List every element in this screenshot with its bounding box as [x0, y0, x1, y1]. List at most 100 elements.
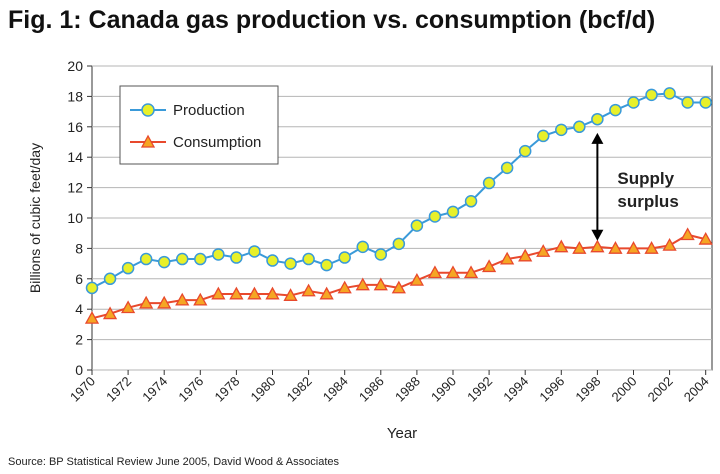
data-point-consumption	[157, 295, 172, 309]
data-point-consumption	[536, 244, 551, 257]
data-point-production	[139, 252, 153, 266]
x-tick-label: 1994	[500, 374, 531, 405]
y-axis-label: Billions of cubic feet/day	[27, 143, 43, 293]
x-tick-label: 1984	[320, 374, 351, 405]
data-point-production	[663, 87, 676, 100]
y-tick-label: 20	[67, 58, 83, 74]
data-point-production	[266, 254, 279, 267]
y-tick-label: 0	[75, 362, 83, 378]
data-point-consumption	[175, 292, 190, 306]
y-tick-label: 6	[75, 271, 83, 287]
data-point-production	[627, 96, 640, 109]
y-tick-label: 14	[67, 149, 83, 165]
x-tick-label: 2004	[681, 374, 712, 405]
annotation-text: Supply	[617, 169, 674, 188]
data-point-production	[320, 258, 333, 272]
x-tick-label: 1980	[248, 374, 279, 405]
x-tick-label: 1970	[67, 374, 98, 405]
data-point-consumption	[247, 286, 262, 300]
legend: Production Consumption	[119, 85, 279, 165]
source-note: Source: BP Statistical Review June 2005,…	[8, 456, 339, 468]
data-point-consumption	[139, 295, 154, 309]
data-point-consumption	[644, 241, 659, 254]
data-point-consumption	[319, 286, 334, 300]
y-tick-label: 16	[67, 119, 83, 135]
data-point-consumption	[84, 310, 100, 324]
y-axis-ticks: 0 2 4 6 8 10 12 14 16 18 20	[67, 58, 92, 378]
data-point-consumption	[193, 292, 208, 306]
data-point-production	[374, 248, 388, 261]
data-point-production	[591, 112, 604, 126]
arrow-head-up	[591, 132, 604, 144]
data-point-production	[392, 237, 406, 251]
data-point-consumption	[355, 277, 370, 291]
y-tick-label: 4	[75, 301, 83, 317]
data-point-production	[410, 219, 424, 232]
data-point-production	[212, 248, 225, 261]
y-tick-label: 18	[67, 88, 83, 104]
legend-label-production: Production	[173, 102, 245, 119]
data-point-consumption	[481, 259, 497, 273]
chart-title: Fig. 1: Canada gas production vs. consum…	[8, 6, 656, 34]
data-point-production	[573, 120, 586, 134]
data-point-production	[302, 252, 315, 266]
data-point-consumption	[265, 286, 280, 300]
series-group	[84, 87, 713, 324]
data-point-consumption	[518, 248, 533, 262]
data-point-consumption	[590, 239, 605, 253]
y-tick-label: 10	[67, 210, 83, 226]
arrow-head-down	[591, 229, 604, 241]
x-tick-label: 1974	[139, 374, 170, 405]
annotation-text: surplus	[617, 192, 678, 211]
y-tick-label: 8	[75, 240, 83, 256]
data-point-production	[446, 205, 460, 219]
x-axis-label: Year	[387, 425, 417, 442]
data-point-consumption	[373, 277, 388, 291]
data-point-consumption	[626, 241, 641, 254]
legend-box	[119, 85, 279, 165]
legend-marker	[141, 103, 155, 117]
data-point-production	[85, 281, 99, 295]
y-tick-label: 12	[67, 180, 83, 196]
data-point-consumption	[698, 231, 713, 245]
x-axis-ticks: 1970 1972 1974 1976 1978 1980 1982 1984 1986 1988…	[67, 370, 712, 405]
supply-surplus-annotation: Supply surplus	[591, 132, 679, 241]
data-point-consumption	[301, 283, 316, 297]
data-point-production	[121, 261, 135, 275]
data-point-consumption	[102, 306, 118, 320]
data-point-production	[500, 161, 514, 175]
data-point-consumption	[337, 280, 352, 294]
data-point-production	[338, 251, 351, 264]
data-point-consumption	[120, 300, 136, 314]
data-point-consumption	[283, 288, 298, 301]
data-point-production	[428, 210, 442, 223]
data-point-production	[248, 245, 261, 258]
x-tick-label: 1996	[536, 374, 567, 405]
x-tick-label: 2002	[645, 374, 676, 405]
data-point-production	[555, 123, 568, 137]
data-point-consumption	[500, 251, 515, 265]
data-point-production	[103, 272, 117, 286]
data-point-production	[645, 88, 658, 102]
data-point-production	[536, 129, 550, 143]
data-point-consumption	[608, 241, 623, 254]
data-point-consumption	[211, 286, 226, 300]
x-tick-label: 1972	[103, 374, 134, 405]
data-point-production	[230, 251, 243, 264]
data-point-production	[356, 240, 369, 254]
x-tick-label: 1976	[175, 374, 206, 405]
data-point-consumption	[427, 265, 443, 279]
data-point-production	[681, 96, 694, 109]
data-point-production	[194, 252, 207, 266]
data-point-consumption	[445, 265, 461, 279]
data-point-consumption	[572, 241, 587, 254]
x-tick-label: 2000	[609, 374, 640, 405]
x-tick-label: 1990	[428, 374, 459, 405]
y-tick-label: 2	[75, 332, 83, 348]
data-point-consumption	[409, 272, 424, 286]
data-point-production	[518, 144, 532, 158]
x-tick-label: 1982	[284, 374, 315, 405]
data-point-consumption	[391, 280, 406, 294]
data-point-production	[699, 96, 712, 109]
